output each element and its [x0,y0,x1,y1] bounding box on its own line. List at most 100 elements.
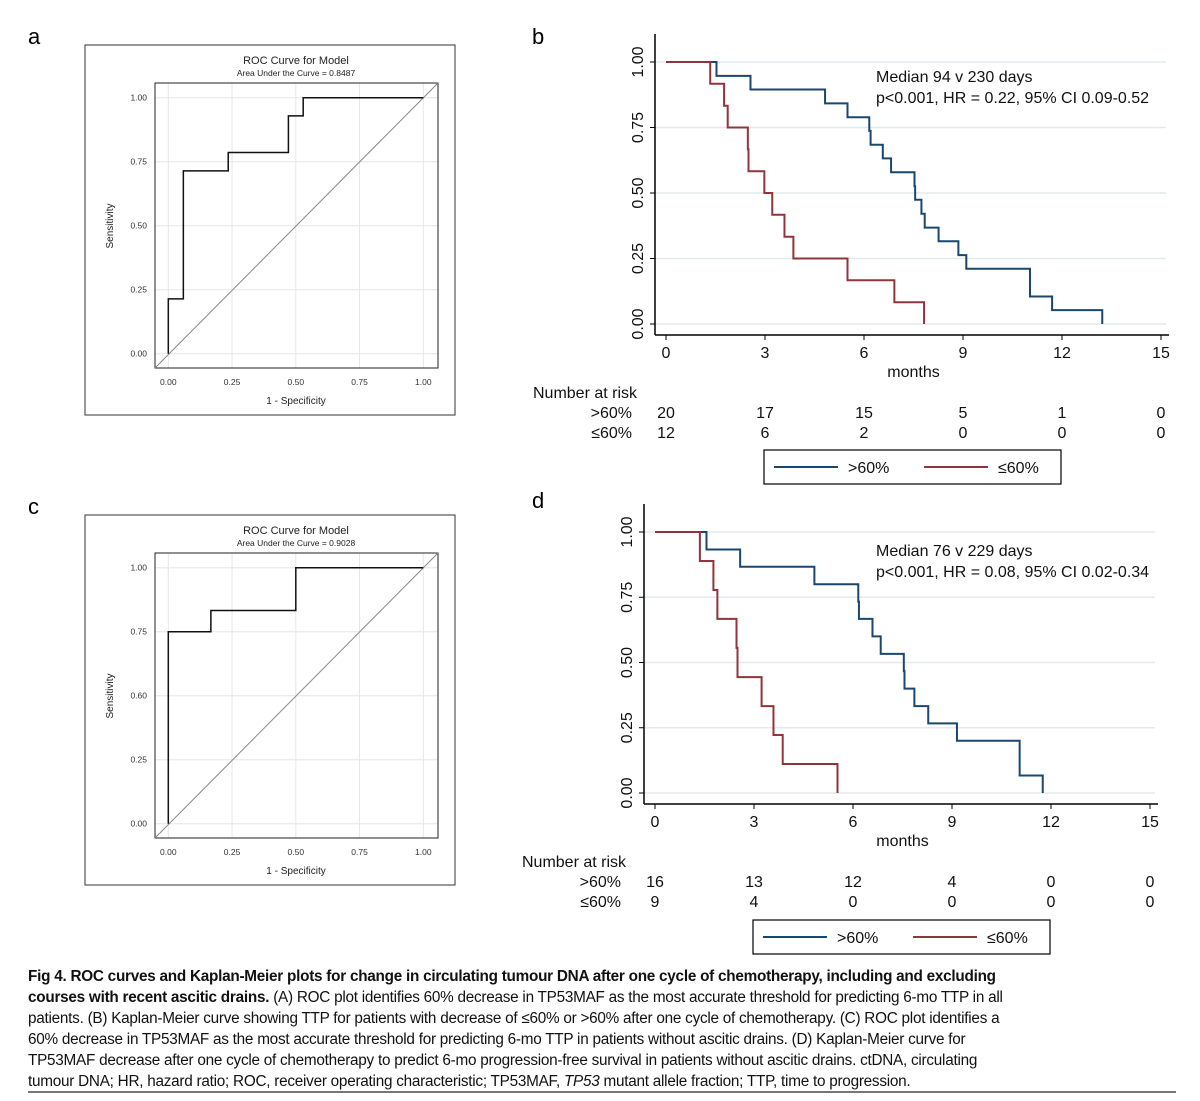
risk-count: 16 [646,874,664,891]
risk-count: 0 [1047,874,1056,891]
caption-title: Fig 4. ROC curves and Kaplan-Meier plots… [28,968,996,985]
y-tick-label: 0.75 [130,157,147,167]
y-tick-label: 1.00 [619,516,636,547]
chart-subtitle: Area Under the Curve = 0.9028 [237,538,356,548]
annotation-text: p<0.001, HR = 0.22, 95% CI 0.09-0.52 [876,90,1149,107]
risk-count: 6 [761,425,770,442]
risk-count: 0 [959,425,968,442]
caption-text: tumour DNA; HR, hazard ratio; ROC, recei… [28,1073,564,1090]
x-tick-label: 9 [959,345,968,362]
reference-line [154,82,439,369]
risk-count: 5 [959,405,968,422]
risk-row-label: ≤60% [591,425,632,442]
y-tick-label: 0.25 [630,243,647,274]
x-tick-label: 0.50 [288,847,305,857]
x-tick-label: 15 [1152,345,1170,362]
panel-label-b: b [532,24,544,49]
y-tick-label: 0.75 [619,582,636,613]
risk-row-label: ≤60% [580,894,621,911]
x-tick-label: 0 [651,814,660,831]
legend-label: ≤60% [987,930,1028,947]
y-tick-label: 0.25 [619,712,636,743]
risk-count: 2 [860,425,869,442]
roc-curve [167,96,424,354]
y-tick-label: 0.75 [130,627,147,637]
y-tick-label: 0.00 [630,308,647,339]
x-tick-label: 12 [1042,814,1060,831]
y-tick-label: 0.00 [130,349,147,359]
x-tick-label: 6 [849,814,858,831]
annotation-text: Median 94 v 230 days [876,69,1033,86]
caption-divider [28,1091,1176,1093]
x-tick-label: 6 [860,345,869,362]
risk-row-label: >60% [580,874,621,891]
km-chart-d: 0.00 0.25 0.50 0.75 1.00 0 3 6 9 12 15 months Median… [522,504,1159,955]
chart-title: ROC Curve for Model [243,55,349,67]
legend-label: ≤60% [998,460,1039,477]
x-axis-label: 1 - Specificity [266,866,325,877]
x-tick-label: 9 [948,814,957,831]
caption-text: TP53MAF decrease after one cycle of chem… [28,1052,978,1069]
risk-count: 12 [844,874,862,891]
km-chart-b: 0.000.250.500.751.000 3 6 9 12 15monthsMedian… [533,34,1170,485]
y-tick-label: 0.50 [630,177,647,208]
survival-curve-below-60 [655,531,839,793]
figure-caption: Fig 4. ROC curves and Kaplan-Meier plots… [28,966,1188,1092]
risk-count: 0 [1157,405,1166,422]
x-tick-label: 0.75 [351,847,368,857]
annotation-text: p<0.001, HR = 0.08, 95% CI 0.02-0.34 [876,564,1149,581]
x-tick-label: 15 [1141,814,1159,831]
risk-count: 0 [1146,874,1155,891]
risk-row-label: >60% [591,405,632,422]
x-tick-label: 0.50 [288,377,305,387]
x-tick-label: 0.25 [224,847,241,857]
x-axis-label: 1 - Specificity [266,396,325,407]
legend-label: >60% [848,460,889,477]
caption-text: mutant allele fraction; TTP, time to pro… [599,1073,911,1090]
survival-curve-above-60 [655,531,1044,793]
y-tick-label: 0.25 [130,285,147,295]
survival-curve-above-60 [666,61,1104,324]
x-tick-label: 0.00 [160,377,177,387]
reference-line [154,552,439,839]
risk-count: 17 [756,405,774,422]
panel-label-c: c [28,494,39,519]
x-tick-label: 3 [750,814,759,831]
caption-text: patients. (B) Kaplan-Meier curve showing… [28,1010,1000,1027]
x-tick-label: 0.00 [160,847,177,857]
risk-count: 4 [750,894,759,911]
y-tick-label: 0.00 [130,819,147,829]
risk-count: 0 [1047,894,1056,911]
plot-area [154,82,439,369]
x-tick-label: 12 [1053,345,1071,362]
annotation-text: Median 76 v 229 days [876,543,1033,560]
legend-label: >60% [837,930,878,947]
y-axis-label: Sensitivity [105,673,116,718]
risk-count: 12 [657,425,675,442]
caption-gene-name: TP53 [563,1073,600,1090]
risk-count: 0 [1058,425,1067,442]
caption-title-cont: courses with recent ascitic drains. [28,989,270,1006]
risk-count: 20 [657,405,675,422]
x-tick-label: 0 [662,345,671,362]
y-tick-label: 0.60 [130,691,147,701]
y-tick-label: 0.50 [130,221,147,231]
y-tick-label: 0.00 [619,777,636,808]
risk-count: 0 [948,894,957,911]
survival-curve-below-60 [666,61,926,324]
panel-label-d: d [532,488,544,513]
caption-text: 60% decrease in TP53MAF as the most accu… [28,1031,966,1048]
y-tick-label: 1.00 [130,563,147,573]
y-axis-label: Sensitivity [105,203,116,248]
x-axis-label: months [887,364,939,381]
x-tick-label: 3 [761,345,770,362]
risk-count: 13 [745,874,763,891]
risk-count: 0 [849,894,858,911]
risk-count: 9 [651,894,660,911]
risk-table-title: Number at risk [533,385,638,402]
y-tick-label: 0.25 [130,755,147,765]
risk-table-title: Number at risk [522,854,627,871]
x-tick-label: 0.75 [351,377,368,387]
y-tick-label: 1.00 [130,93,147,103]
